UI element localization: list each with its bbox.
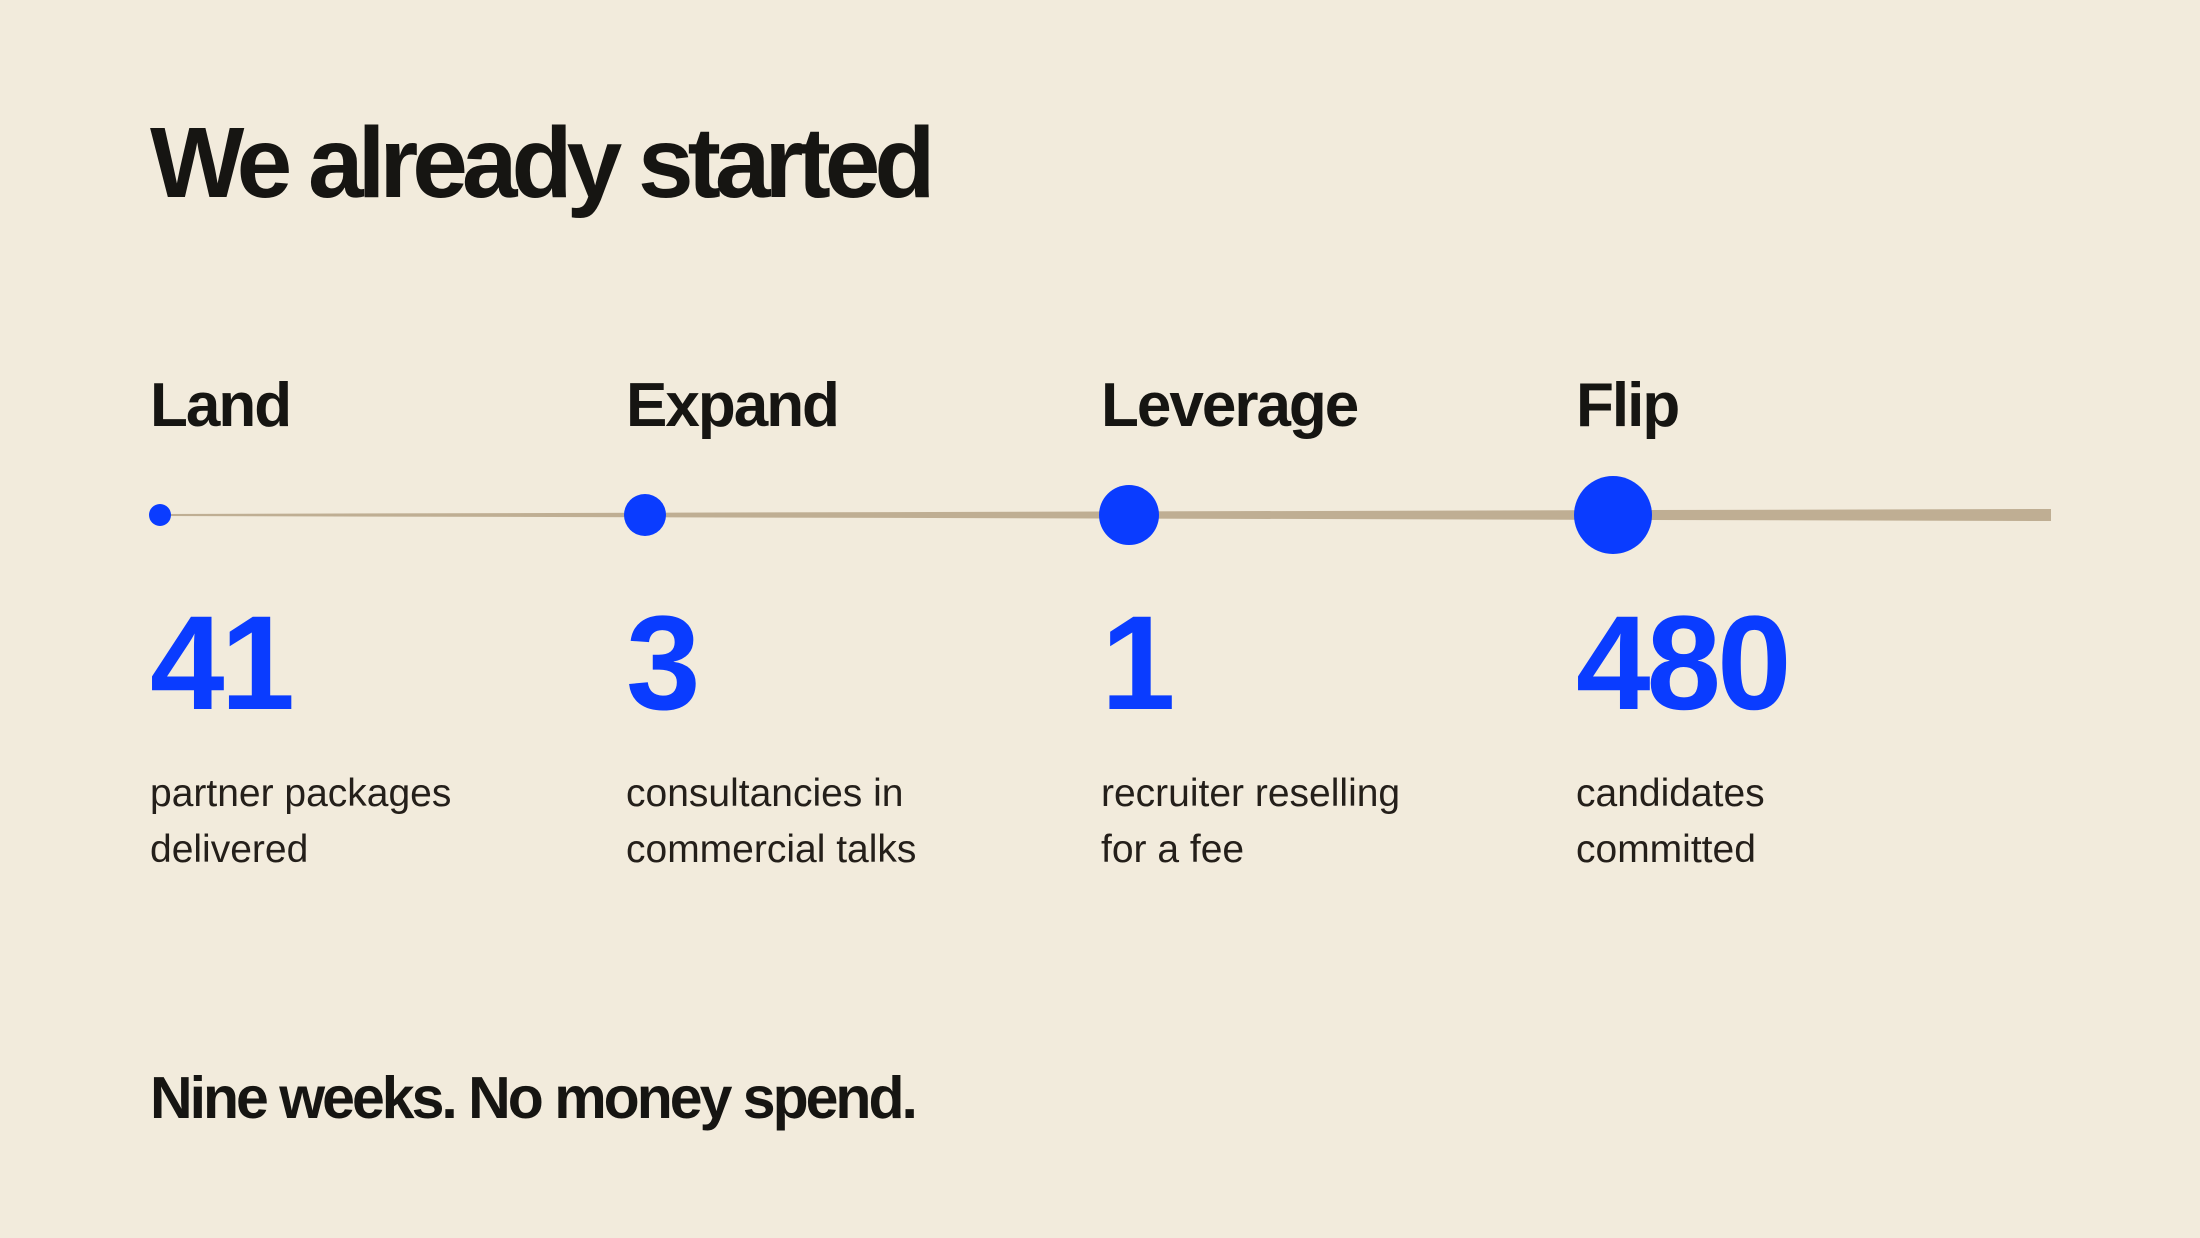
stage-description: recruiter reselling — [1101, 772, 1401, 815]
stage-description: committed — [1576, 828, 1756, 871]
footer: Nine weeks. No money spend. — [150, 1065, 918, 1131]
stage-label: Land — [150, 371, 292, 440]
timeline-dot — [1099, 485, 1159, 545]
stage-label: Expand — [626, 371, 840, 440]
stage-description: consultancies in — [626, 772, 904, 815]
timeline-dot — [624, 494, 666, 536]
timeline-dot — [1574, 476, 1652, 554]
stage-number: 3 — [626, 589, 701, 738]
title: We already started — [150, 107, 935, 219]
stage-number: 1 — [1101, 589, 1176, 738]
stage-description: candidates — [1576, 772, 1765, 815]
stage-label: Flip — [1576, 371, 1680, 440]
stage-label: Leverage — [1101, 371, 1359, 440]
stage-number: 41 — [150, 589, 295, 738]
stage-description: partner packages — [150, 772, 452, 815]
stage-description: for a fee — [1101, 828, 1245, 871]
timeline-dot — [149, 504, 171, 526]
stage-description: commercial talks — [626, 828, 917, 871]
stage-description: delivered — [150, 828, 309, 871]
stage-number: 480 — [1576, 589, 1792, 738]
